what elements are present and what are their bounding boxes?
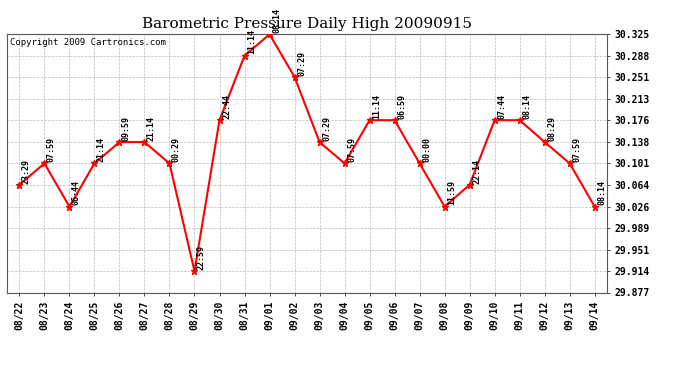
Text: 07:59: 07:59 xyxy=(47,137,56,162)
Text: Copyright 2009 Cartronics.com: Copyright 2009 Cartronics.com xyxy=(10,38,166,46)
Text: 08:14: 08:14 xyxy=(272,8,281,33)
Text: 07:29: 07:29 xyxy=(297,51,306,76)
Text: 00:29: 00:29 xyxy=(172,137,181,162)
Text: 00:00: 00:00 xyxy=(422,137,431,162)
Text: 23:29: 23:29 xyxy=(22,159,31,184)
Text: 07:29: 07:29 xyxy=(322,116,331,141)
Text: 07:59: 07:59 xyxy=(347,137,356,162)
Text: 07:59: 07:59 xyxy=(572,137,581,162)
Text: 11:14: 11:14 xyxy=(247,30,256,54)
Text: 21:14: 21:14 xyxy=(97,137,106,162)
Text: 07:44: 07:44 xyxy=(497,94,506,119)
Text: 22:14: 22:14 xyxy=(472,159,481,184)
Text: 08:29: 08:29 xyxy=(547,116,556,141)
Text: 11:59: 11:59 xyxy=(447,180,456,206)
Title: Barometric Pressure Daily High 20090915: Barometric Pressure Daily High 20090915 xyxy=(142,17,472,31)
Text: 08:14: 08:14 xyxy=(598,180,607,206)
Text: 09:59: 09:59 xyxy=(122,116,131,141)
Text: 06:44: 06:44 xyxy=(72,180,81,206)
Text: 22:44: 22:44 xyxy=(222,94,231,119)
Text: 08:14: 08:14 xyxy=(522,94,531,119)
Text: 06:59: 06:59 xyxy=(397,94,406,119)
Text: 22:59: 22:59 xyxy=(197,245,206,270)
Text: 21:14: 21:14 xyxy=(147,116,156,141)
Text: 11:14: 11:14 xyxy=(372,94,381,119)
